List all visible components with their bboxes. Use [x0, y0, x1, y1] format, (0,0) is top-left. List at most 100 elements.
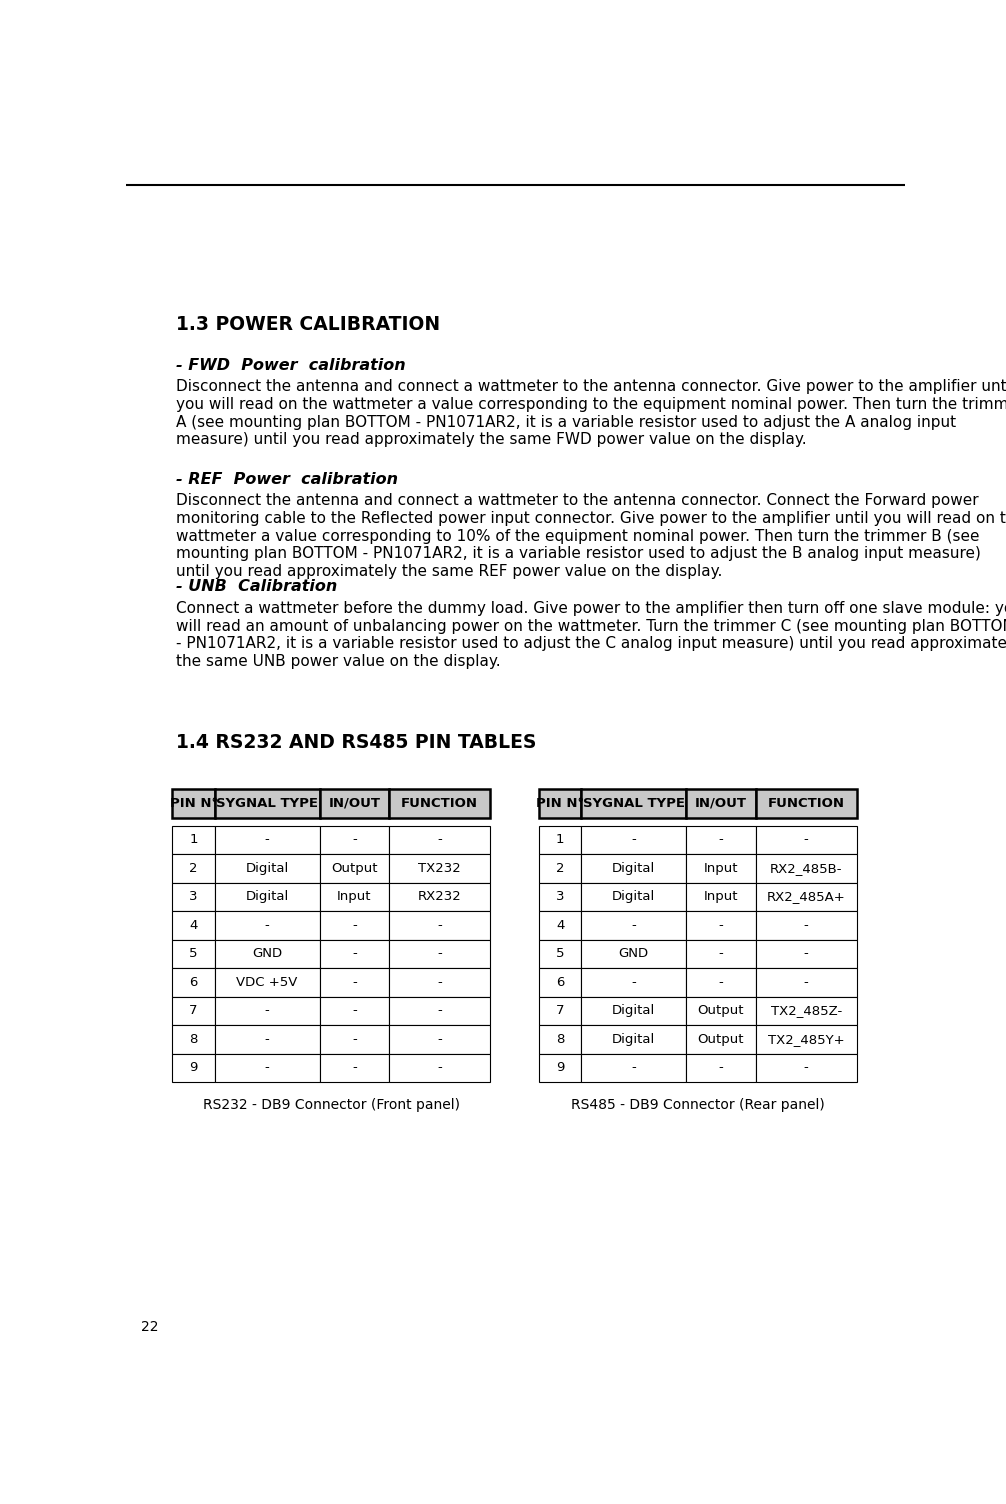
Bar [756, 911, 856, 940]
Bar [389, 883, 490, 911]
Text: IN/OUT: IN/OUT [695, 797, 746, 811]
Bar [539, 969, 581, 997]
Text: 6: 6 [189, 976, 198, 990]
Text: A (see mounting plan BOTTOM - PN1071AR2, it is a variable resistor used to adjus: A (see mounting plan BOTTOM - PN1071AR2,… [176, 415, 957, 430]
Bar [756, 997, 856, 1026]
Text: -: - [265, 833, 270, 847]
Bar [389, 826, 490, 854]
Bar [581, 854, 686, 883]
Text: 1.3 POWER CALIBRATION: 1.3 POWER CALIBRATION [176, 316, 441, 334]
Text: Output: Output [698, 1005, 744, 1017]
Bar [539, 911, 581, 940]
Text: 1: 1 [556, 833, 564, 847]
Text: GND: GND [619, 948, 649, 961]
Bar [215, 940, 320, 969]
Bar [581, 1026, 686, 1054]
Text: TX2_485Z-: TX2_485Z- [771, 1005, 842, 1017]
Text: -: - [804, 919, 809, 932]
Bar [539, 826, 581, 854]
Text: -: - [632, 833, 636, 847]
Bar [320, 826, 389, 854]
Bar [172, 969, 215, 997]
Bar [320, 940, 389, 969]
Text: Input: Input [337, 890, 371, 904]
Text: -: - [804, 833, 809, 847]
Text: 2: 2 [556, 862, 564, 875]
Bar [686, 911, 756, 940]
Text: PIN N°: PIN N° [170, 797, 217, 811]
Text: 6: 6 [556, 976, 564, 990]
Bar [172, 826, 215, 854]
Bar [320, 854, 389, 883]
Bar [539, 883, 581, 911]
Bar [172, 911, 215, 940]
Text: -: - [718, 948, 723, 961]
Bar [389, 997, 490, 1026]
Bar [215, 1026, 320, 1054]
Text: -: - [265, 1005, 270, 1017]
Text: FUNCTION: FUNCTION [401, 797, 478, 811]
Text: - REF  Power  calibration: - REF Power calibration [176, 472, 398, 486]
Bar [215, 788, 320, 818]
Text: IN/OUT: IN/OUT [328, 797, 380, 811]
Bar [686, 826, 756, 854]
Text: -: - [804, 976, 809, 990]
Bar [686, 1054, 756, 1083]
Text: GND: GND [253, 948, 283, 961]
Bar [320, 911, 389, 940]
Text: Digital: Digital [245, 890, 289, 904]
Bar [389, 854, 490, 883]
Bar [320, 1054, 389, 1083]
Bar [215, 826, 320, 854]
Text: 5: 5 [189, 948, 198, 961]
Text: 2: 2 [189, 862, 198, 875]
Bar [215, 854, 320, 883]
Bar [389, 788, 490, 818]
Bar [320, 969, 389, 997]
Text: 1: 1 [189, 833, 198, 847]
Text: 9: 9 [189, 1062, 198, 1074]
Bar [756, 854, 856, 883]
Bar [215, 883, 320, 911]
Bar [172, 883, 215, 911]
Bar [215, 1054, 320, 1083]
Bar [320, 788, 389, 818]
Text: Input: Input [704, 862, 738, 875]
Text: RS485 - DB9 Connector (Rear panel): RS485 - DB9 Connector (Rear panel) [570, 1098, 825, 1111]
Text: RS232 - DB9 Connector (Front panel): RS232 - DB9 Connector (Front panel) [202, 1098, 460, 1111]
Text: -: - [265, 919, 270, 932]
Text: Disconnect the antenna and connect a wattmeter to the antenna connector. Connect: Disconnect the antenna and connect a wat… [176, 493, 979, 508]
Text: will read an amount of unbalancing power on the wattmeter. Turn the trimmer C (s: will read an amount of unbalancing power… [176, 618, 1006, 633]
Bar [581, 969, 686, 997]
Text: you will read on the wattmeter a value corresponding to the equipment nominal po: you will read on the wattmeter a value c… [176, 397, 1006, 412]
Text: -: - [352, 919, 357, 932]
Bar [686, 854, 756, 883]
Text: SYGNAL TYPE: SYGNAL TYPE [216, 797, 318, 811]
Bar [756, 826, 856, 854]
Bar [215, 911, 320, 940]
Text: -: - [718, 1062, 723, 1074]
Text: Output: Output [331, 862, 377, 875]
Bar [581, 911, 686, 940]
Text: 3: 3 [556, 890, 564, 904]
Text: TX232: TX232 [418, 862, 461, 875]
Bar [172, 1054, 215, 1083]
Text: Digital: Digital [245, 862, 289, 875]
Text: SYGNAL TYPE: SYGNAL TYPE [582, 797, 685, 811]
Text: until you read approximately the same REF power value on the display.: until you read approximately the same RE… [176, 564, 722, 579]
Text: RX2_485B-: RX2_485B- [770, 862, 842, 875]
Bar [686, 788, 756, 818]
Bar [756, 1054, 856, 1083]
Text: Connect a wattmeter before the dummy load. Give power to the amplifier then turn: Connect a wattmeter before the dummy loa… [176, 602, 1006, 617]
Text: 1.4 RS232 AND RS485 PIN TABLES: 1.4 RS232 AND RS485 PIN TABLES [176, 734, 536, 752]
Bar [581, 883, 686, 911]
Bar [539, 940, 581, 969]
Text: FUNCTION: FUNCTION [768, 797, 845, 811]
Bar [686, 969, 756, 997]
Text: 3: 3 [189, 890, 198, 904]
Bar [756, 1026, 856, 1054]
Text: -: - [438, 1033, 442, 1045]
Text: 5: 5 [556, 948, 564, 961]
Text: 22: 22 [141, 1321, 159, 1334]
Text: -: - [804, 948, 809, 961]
